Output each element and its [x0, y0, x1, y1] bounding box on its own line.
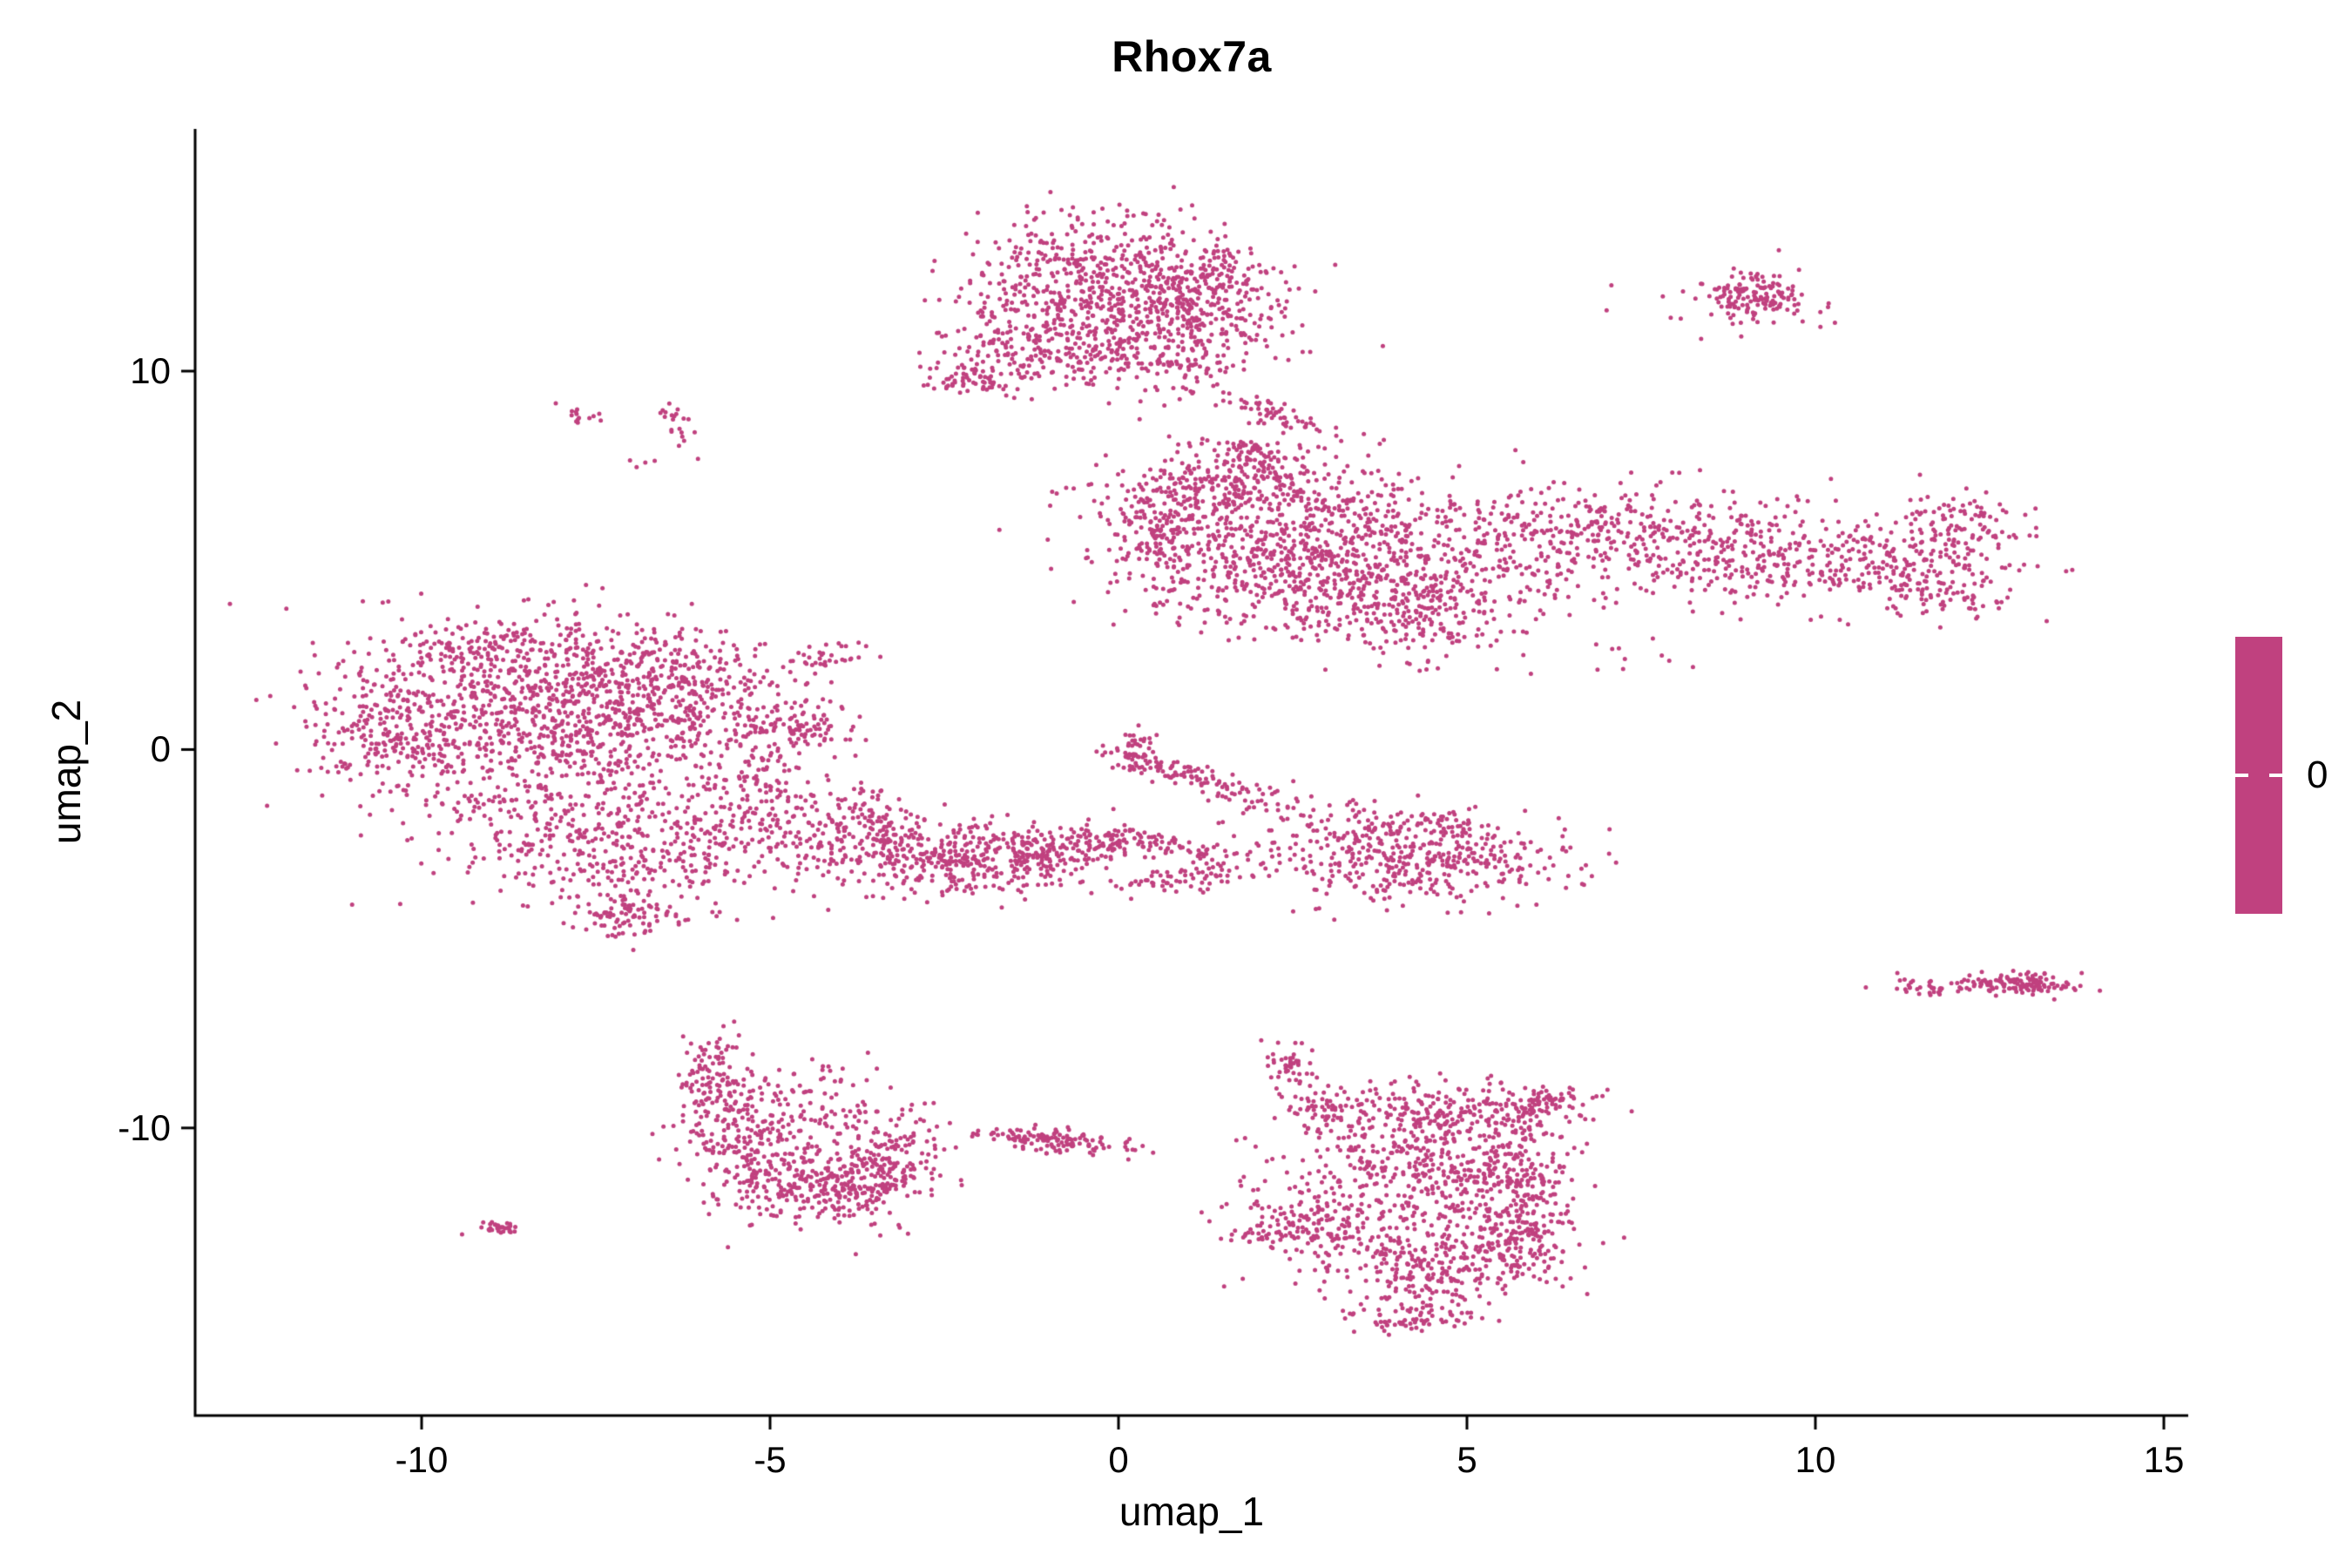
- x-tick-label: -5: [754, 1439, 787, 1480]
- x-tick-label: 5: [1456, 1439, 1477, 1480]
- x-tick-label: 0: [1108, 1439, 1129, 1480]
- x-tick-label: 15: [2143, 1439, 2185, 1480]
- legend-break-tick-right: [2269, 774, 2282, 777]
- x-tick-label: -10: [395, 1439, 449, 1480]
- x-tick-label: 10: [1794, 1439, 1836, 1480]
- y-tick-label: 0: [150, 728, 171, 770]
- y-tick-label: -10: [118, 1106, 171, 1148]
- y-axis-label: umap_2: [44, 699, 89, 845]
- y-tick-label: 10: [130, 350, 171, 392]
- plot-title: Rhox7a: [1112, 32, 1272, 81]
- legend-value-label: 0: [2307, 754, 2328, 796]
- legend-break-tick-left: [2235, 774, 2248, 777]
- x-axis-label: umap_1: [1119, 1489, 1265, 1534]
